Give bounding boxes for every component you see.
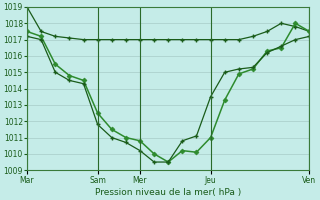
X-axis label: Pression niveau de la mer( hPa ): Pression niveau de la mer( hPa ) (95, 188, 241, 197)
